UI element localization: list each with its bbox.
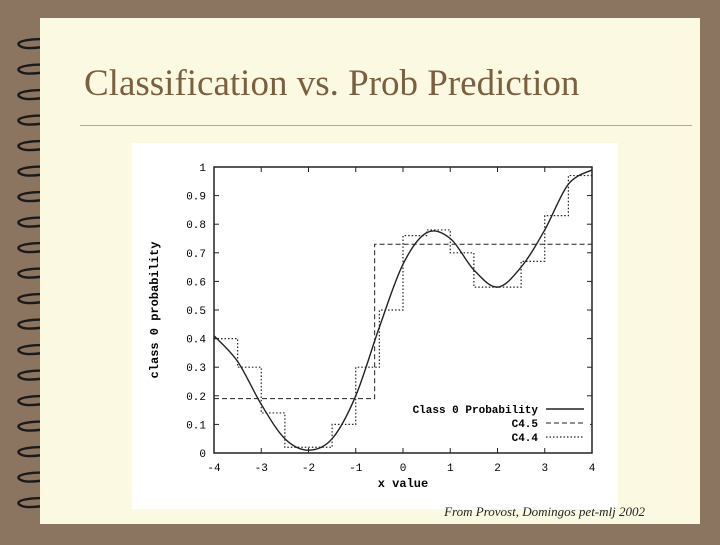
x-tick-label: -1 [349,463,363,475]
legend-box [380,397,590,445]
y-tick-label: 0.1 [186,420,206,432]
y-tick-label: 0 [199,449,206,461]
title-divider [80,125,692,126]
y-tick-label: 0.5 [186,306,206,318]
plot-frame [213,166,593,454]
series-line-2 [214,243,592,400]
y-tick-label: 0.7 [186,249,206,261]
x-tick-label: 1 [447,463,454,475]
y-tick-label: 0.4 [186,335,206,347]
source-caption: From Provost, Domingos pet-mlj 2002 [444,504,645,519]
y-tick-label: 0.3 [186,363,206,375]
y-tick-label: 0.6 [186,277,206,289]
y-axis-label: class 0 probability [148,242,162,379]
x-tick-label: 3 [541,463,548,475]
slide-title: Classification vs. Prob Prediction [84,63,580,104]
x-axis-label: x value [378,477,428,491]
x-tick-label: 4 [589,463,596,475]
x-tick-label: 0 [400,463,407,475]
x-tick-label: -2 [302,463,315,475]
y-tick-label: 0.9 [186,192,206,204]
series-line-3 [214,174,592,448]
legend-label: Class 0 Probability [413,405,539,417]
x-tick-label: -4 [207,463,221,475]
slide-page: Classification vs. Prob Prediction 0 0.1 0… [40,18,700,524]
y-tick-label: 0.8 [186,220,206,232]
chart-panel: 0 0.1 0.2 0.3 0.4 0.5 0.6 0.7 0.8 0.9 1 -4 -3 -2 -1 0 1… [132,143,618,509]
legend-label: C4.5 [512,419,539,431]
legend-label: C4.4 [512,433,539,445]
probability-chart: 0 0.1 0.2 0.3 0.4 0.5 0.6 0.7 0.8 0.9 1 -4 -3 -2 -1 0 1… [148,163,596,491]
x-tick-label: 2 [494,463,501,475]
x-tick-label: -3 [255,463,268,475]
y-tick-label: 0.2 [186,392,206,404]
y-tick-label: 1 [199,163,206,175]
